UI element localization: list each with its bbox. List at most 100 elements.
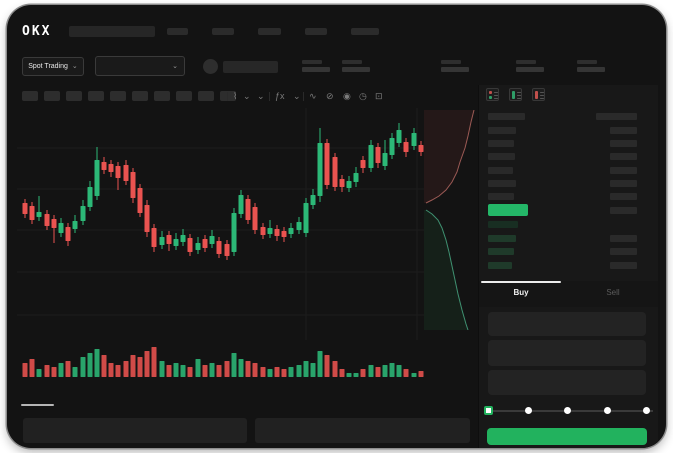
ask-row[interactable] <box>479 127 658 135</box>
ask-row[interactable] <box>479 193 658 201</box>
bid-amount-placeholder <box>610 262 637 270</box>
nav-item-placeholder[interactable] <box>305 28 327 35</box>
ticker-stat <box>342 60 370 72</box>
ask-amount-placeholder <box>610 166 637 174</box>
book-bids-icon[interactable] <box>509 88 522 101</box>
book-asks-icon[interactable] <box>532 88 545 101</box>
stat-value-placeholder <box>577 67 605 72</box>
last-price-bar <box>488 204 528 216</box>
timeframe-button[interactable] <box>220 91 236 101</box>
orders-table-placeholder <box>255 418 470 443</box>
header-placeholder[interactable] <box>69 26 155 37</box>
ticker-stat <box>302 60 330 72</box>
stat-label-placeholder <box>342 60 362 64</box>
order-amount-field[interactable] <box>488 340 646 366</box>
orders-table-placeholder <box>23 418 247 443</box>
orders-tab-underline <box>21 404 54 406</box>
okx-logo[interactable]: OKX <box>22 24 52 39</box>
slider-handle[interactable] <box>484 406 493 415</box>
order-book-panel: Buy Sell <box>478 85 658 448</box>
stat-value-placeholder <box>302 67 330 72</box>
header-nav <box>167 28 379 35</box>
account-placeholder[interactable] <box>223 61 278 73</box>
app-window: OKX Spot Trading ⌄ ⌄ <box>7 5 666 448</box>
slider-stop[interactable] <box>564 407 571 414</box>
nav-item-placeholder[interactable] <box>167 28 188 35</box>
order-book-header <box>479 113 658 120</box>
ask-row[interactable] <box>479 140 658 148</box>
stat-value-placeholder <box>342 67 370 72</box>
chevron-down-icon: ⌄ <box>172 62 178 70</box>
timeframe-button[interactable] <box>154 91 170 101</box>
line-tools-icon[interactable]: ∿ <box>309 91 317 101</box>
bid-row[interactable] <box>479 221 658 229</box>
bid-price-placeholder <box>488 221 518 228</box>
timeframe-button[interactable] <box>198 91 214 101</box>
ask-price-placeholder <box>488 179 516 187</box>
nav-item-placeholder[interactable] <box>258 28 281 35</box>
bid-amount-placeholder <box>610 248 637 256</box>
nav-item-placeholder[interactable] <box>212 28 234 35</box>
stat-label-placeholder <box>516 60 536 64</box>
bid-row[interactable] <box>479 234 658 243</box>
timeframe-button[interactable] <box>44 91 60 101</box>
pair-select[interactable]: ⌄ <box>95 56 185 76</box>
slider-stop[interactable] <box>603 407 611 414</box>
timeframe-button[interactable] <box>88 91 104 101</box>
depth-chart <box>424 110 475 330</box>
bid-price-placeholder <box>488 262 512 270</box>
timeframe-button[interactable] <box>132 91 148 101</box>
tab-sell[interactable]: Sell <box>606 288 620 297</box>
ask-amount-placeholder <box>610 127 637 134</box>
slider-stop[interactable] <box>643 407 650 414</box>
ask-amount-placeholder <box>610 193 637 200</box>
ask-price-placeholder <box>488 140 514 148</box>
timeframe-button[interactable] <box>110 91 126 101</box>
ask-amount-placeholder <box>610 153 637 161</box>
timeframe-button[interactable] <box>66 91 82 101</box>
buy-submit-button[interactable] <box>487 428 647 445</box>
toolbar-divider <box>227 92 228 101</box>
book-combined-icon[interactable] <box>486 88 499 101</box>
measure-icon[interactable]: ⊘ <box>326 91 334 101</box>
candlestick-chart[interactable] <box>17 108 429 383</box>
ticker-stat <box>516 60 544 72</box>
stat-label-placeholder <box>441 60 461 64</box>
bid-row[interactable] <box>479 248 658 256</box>
chevron-down-icon[interactable]: ⌄ <box>243 91 251 101</box>
camera-icon[interactable]: ◉ <box>343 91 351 101</box>
trade-tabs: Buy Sell <box>479 281 658 307</box>
interval-dropdown-icon[interactable]: ⌇ <box>233 91 238 101</box>
bid-price-placeholder <box>488 234 516 242</box>
stat-label-placeholder <box>302 60 322 64</box>
avatar[interactable] <box>203 59 218 74</box>
fullscreen-icon[interactable]: ⊡ <box>375 91 383 101</box>
ask-row[interactable] <box>479 153 658 161</box>
order-book-view-toggles <box>486 88 545 105</box>
chart-type-icon[interactable]: ⌄ <box>257 91 265 101</box>
ask-price-placeholder <box>488 193 514 200</box>
timeframe-button[interactable] <box>176 91 192 101</box>
stat-value-placeholder <box>441 67 469 72</box>
market-type-select[interactable]: Spot Trading ⌄ <box>22 57 84 76</box>
indicators-icon[interactable]: ƒx <box>275 91 285 101</box>
last-price-row[interactable] <box>479 204 658 216</box>
timer-icon[interactable]: ◷ <box>359 91 367 101</box>
ask-price-placeholder <box>488 127 516 134</box>
ask-amount-placeholder <box>610 179 637 187</box>
amount-slider[interactable] <box>484 406 653 415</box>
bid-row[interactable] <box>479 262 658 270</box>
chevron-down-icon[interactable]: ⌄ <box>293 91 301 101</box>
ticker-stat <box>441 60 469 72</box>
bid-price-placeholder <box>488 248 514 256</box>
order-total-field[interactable] <box>488 370 646 395</box>
nav-item-placeholder[interactable] <box>351 28 379 35</box>
slider-stop[interactable] <box>524 407 532 414</box>
timeframe-button[interactable] <box>22 91 38 101</box>
ask-row[interactable] <box>479 166 658 175</box>
tab-buy[interactable]: Buy <box>513 288 529 297</box>
ask-price-placeholder <box>488 153 515 161</box>
ask-row[interactable] <box>479 179 658 188</box>
ask-amount-placeholder <box>610 140 637 148</box>
order-price-field[interactable] <box>488 312 646 336</box>
